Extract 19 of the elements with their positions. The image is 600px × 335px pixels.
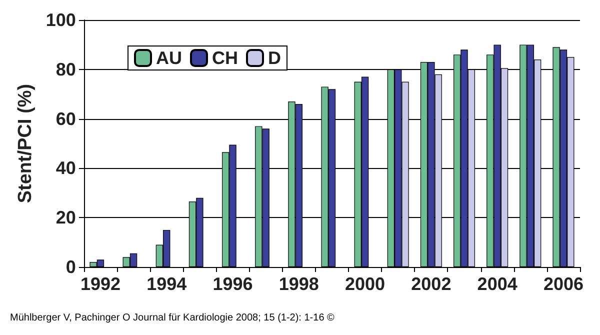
legend-label: D xyxy=(268,48,281,68)
x-tick-label: 1992 xyxy=(80,274,120,294)
x-tick-label: 2002 xyxy=(411,274,452,294)
y-axis-title: Stent/PCI (%) xyxy=(15,84,36,204)
text: Mühlberger V, Pachinger O Journal für Kardiologie 2008; 15 (1-2): 1-16 © xyxy=(10,312,336,324)
y-tick-label: 60 xyxy=(56,108,76,129)
y-tick-label: 40 xyxy=(56,158,76,178)
x-tick-label: 1996 xyxy=(212,274,253,294)
x-tick-label: 2000 xyxy=(345,274,386,294)
y-tick-label: 20 xyxy=(56,208,76,228)
y-tick-label: 80 xyxy=(56,59,76,80)
legend-label: CH xyxy=(212,48,238,68)
legend-label: AU xyxy=(156,48,182,68)
x-tick-label: 1994 xyxy=(146,274,187,294)
y-tick-label: 0 xyxy=(66,257,76,277)
x-tick-label: 1998 xyxy=(278,274,319,294)
y-tick-label: 100 xyxy=(46,10,76,30)
x-tick-label: 2006 xyxy=(543,274,584,294)
x-tick-label: 2004 xyxy=(477,274,518,294)
